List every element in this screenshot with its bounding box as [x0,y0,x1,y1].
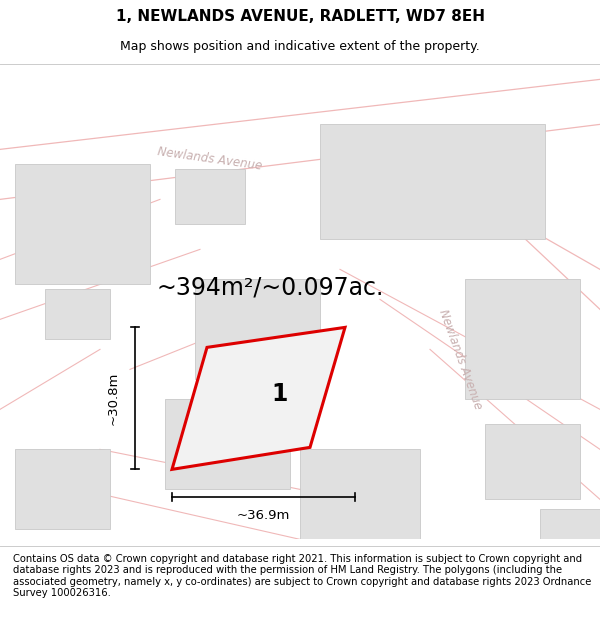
Polygon shape [15,449,110,529]
Text: Newlands Avenue: Newlands Avenue [157,146,263,173]
Polygon shape [175,169,245,224]
Polygon shape [300,449,420,539]
Polygon shape [0,79,600,199]
Polygon shape [195,279,320,379]
Text: Newlands Avenue: Newlands Avenue [436,308,484,411]
Polygon shape [165,399,290,489]
Polygon shape [320,124,545,239]
Text: 1: 1 [272,382,288,406]
Text: Map shows position and indicative extent of the property.: Map shows position and indicative extent… [120,40,480,53]
Text: ~394m²/~0.097ac.: ~394m²/~0.097ac. [157,276,383,299]
Text: Contains OS data © Crown copyright and database right 2021. This information is : Contains OS data © Crown copyright and d… [13,554,592,598]
Polygon shape [540,509,600,539]
Polygon shape [15,164,150,284]
Polygon shape [465,279,580,399]
Text: ~30.8m: ~30.8m [107,372,119,425]
Polygon shape [390,149,600,309]
Polygon shape [172,328,345,469]
Polygon shape [45,289,110,339]
Text: ~36.9m: ~36.9m [237,509,290,522]
Polygon shape [485,424,580,499]
Text: 1, NEWLANDS AVENUE, RADLETT, WD7 8EH: 1, NEWLANDS AVENUE, RADLETT, WD7 8EH [115,9,485,24]
